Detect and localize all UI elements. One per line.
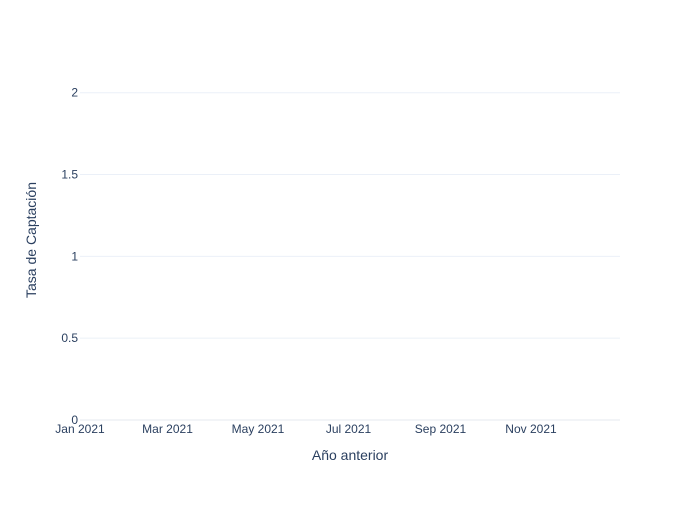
x-axis-title: Año anterior xyxy=(312,447,389,463)
x-tick-label: Jul 2021 xyxy=(326,422,372,436)
tick-layer: 0 0.5 1 1.5 2 Jan 2021 Mar 2021 May 2021 Jul 202… xyxy=(55,86,557,436)
x-tick-label: May 2021 xyxy=(232,422,285,436)
grid-layer xyxy=(80,92,620,339)
y-tick-label: 1 xyxy=(71,249,78,263)
x-tick-label: Nov 2021 xyxy=(505,422,557,436)
y-tick-label: 2 xyxy=(71,86,78,100)
x-tick-label: Sep 2021 xyxy=(415,422,467,436)
y-tick-label: 0 xyxy=(71,413,78,427)
y-tick-label: 1.5 xyxy=(61,168,78,182)
y-tick-label: 0.5 xyxy=(61,331,78,345)
x-tick-label: Mar 2021 xyxy=(142,422,193,436)
y-axis-title: Tasa de Captación xyxy=(23,182,39,298)
x-tick-label: Jan 2021 xyxy=(55,422,105,436)
